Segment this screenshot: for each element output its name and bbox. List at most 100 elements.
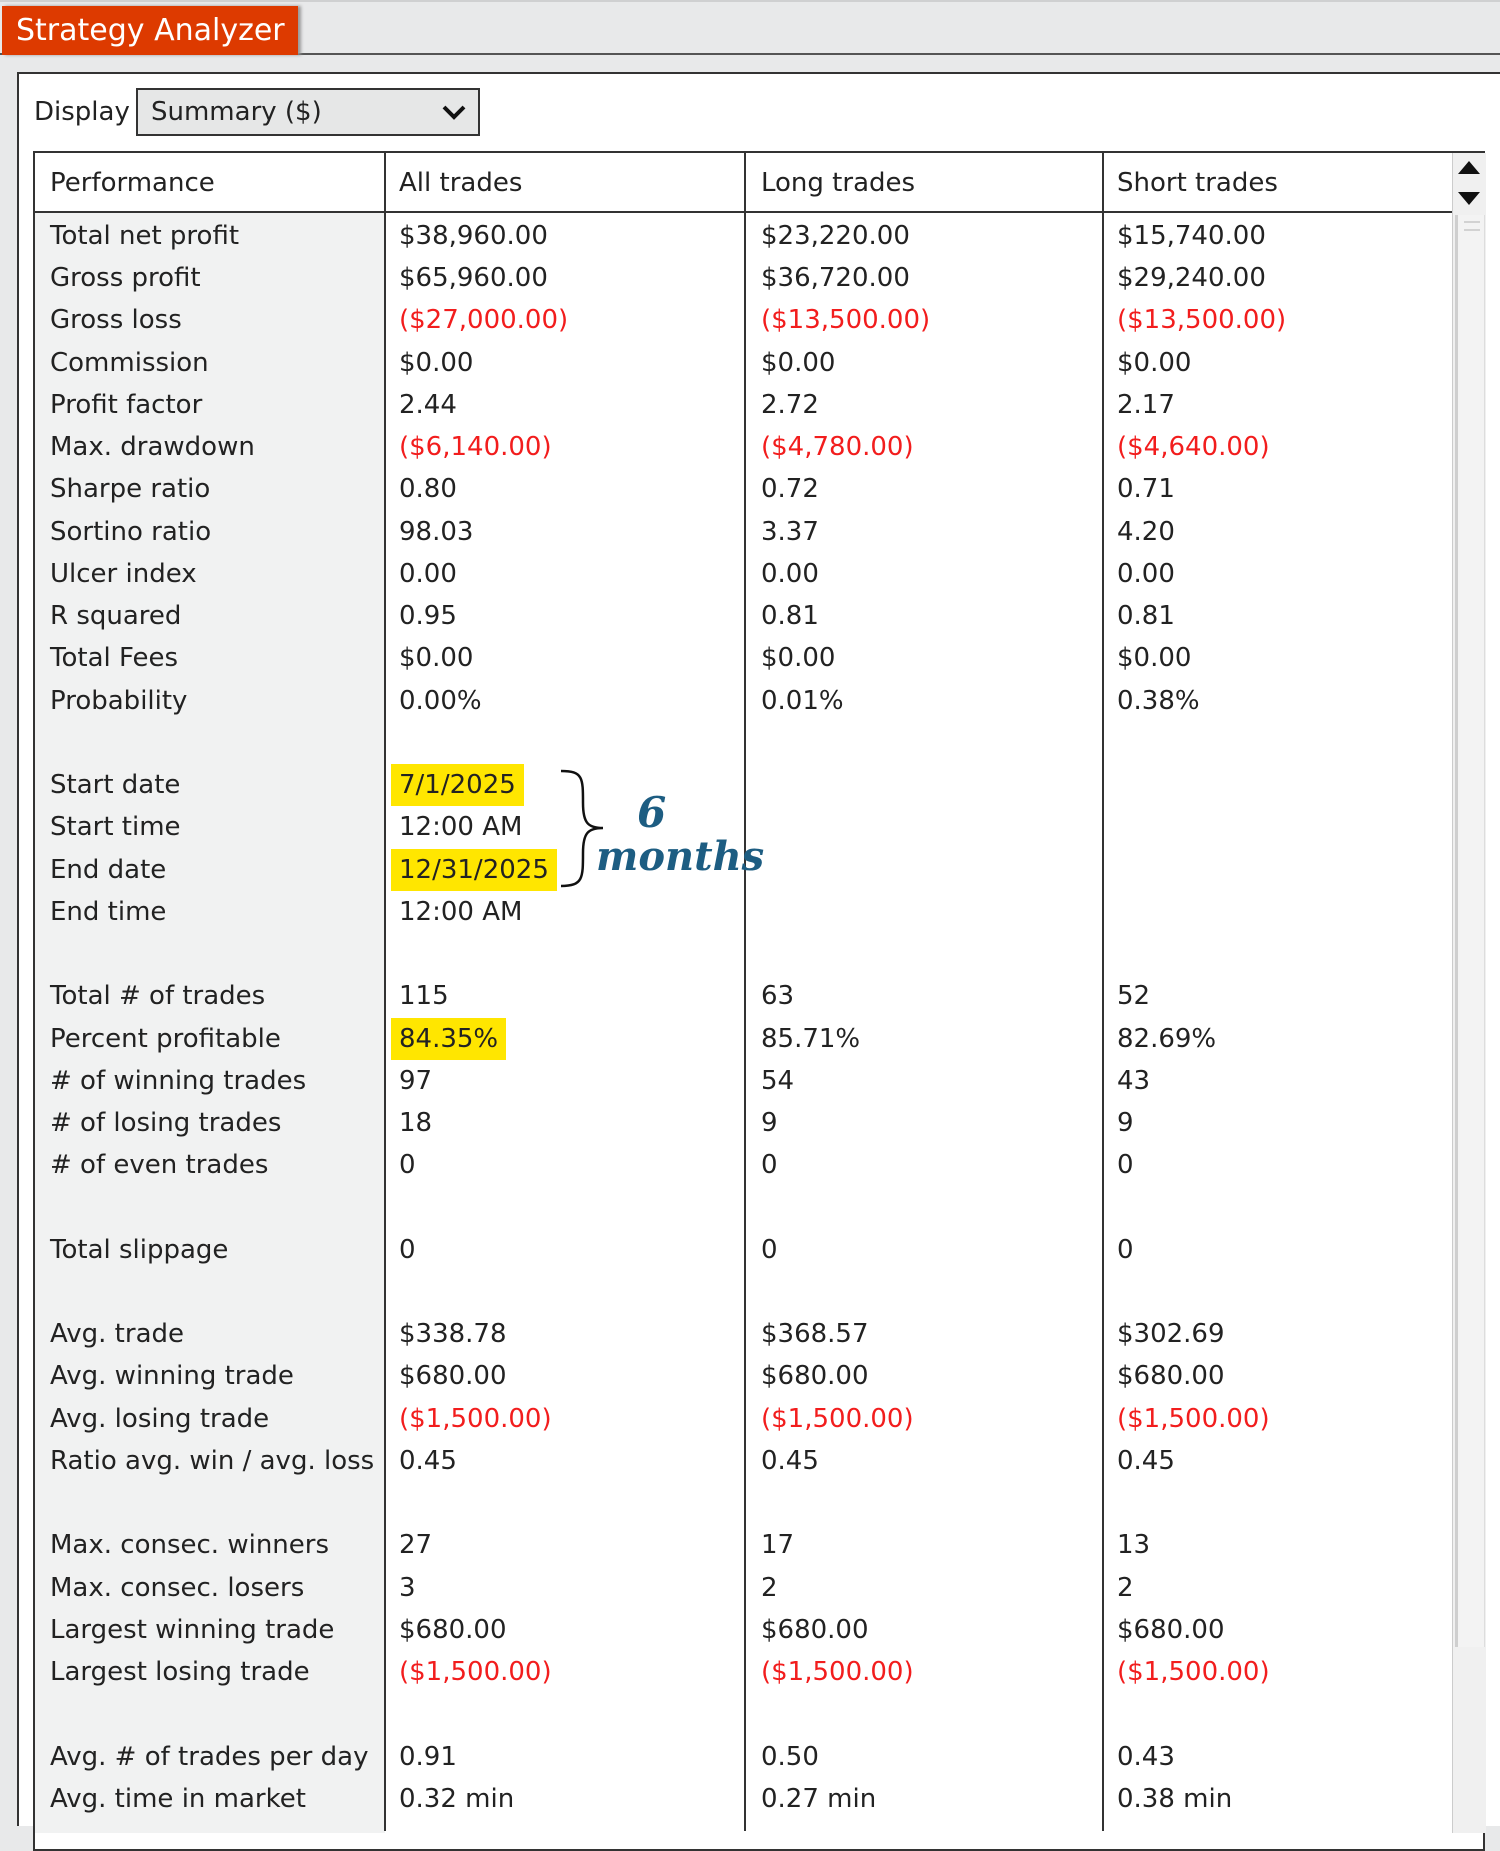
short-trades-value: ($4,640.00): [1117, 432, 1270, 463]
row-label: Commission: [50, 347, 209, 378]
column-header-short-trades[interactable]: Short trades: [1117, 168, 1278, 198]
column-divider: [744, 151, 746, 1831]
scroll-down-icon[interactable]: [1458, 192, 1480, 205]
row-label: Sortino ratio: [50, 516, 212, 547]
all-trades-value: $338.78: [399, 1319, 507, 1350]
short-trades-value: $680.00: [1117, 1614, 1225, 1645]
row-label: Avg. trade: [50, 1319, 184, 1350]
long-trades-value: $23,220.00: [761, 221, 910, 251]
header-divider: [35, 211, 1452, 213]
row-label: Max. consec. winners: [50, 1530, 330, 1561]
tab-strategy-analyzer[interactable]: Strategy Analyzer: [2, 6, 298, 55]
long-trades-value: 2.72: [761, 389, 819, 420]
long-trades-value: ($1,500.00): [761, 1657, 914, 1688]
short-trades-value: 43: [1117, 1065, 1151, 1096]
long-trades-value: $680.00: [761, 1614, 869, 1645]
short-trades-value: $0.00: [1117, 347, 1192, 378]
all-trades-value: 12/31/2025: [391, 848, 557, 891]
short-trades-value: 0.45: [1117, 1445, 1175, 1476]
long-trades-value: 0.81: [761, 601, 819, 632]
short-trades-value: $302.69: [1117, 1319, 1225, 1350]
short-trades-value: 0.38%: [1117, 685, 1200, 716]
long-trades-value: $0.00: [761, 643, 836, 674]
short-trades-value: ($1,500.00): [1117, 1657, 1270, 1688]
row-label: End time: [50, 896, 167, 927]
short-trades-value: 2: [1117, 1572, 1134, 1603]
all-trades-value: 0: [399, 1234, 416, 1265]
column-divider: [1102, 151, 1104, 1831]
display-label: Display: [34, 97, 130, 127]
long-trades-value: 0.72: [761, 474, 819, 505]
all-trades-value: 0.00: [399, 558, 457, 589]
scrollbar-thumb[interactable]: [1455, 215, 1485, 1647]
long-trades-value: 0.50: [761, 1741, 819, 1772]
chevron-down-icon: [442, 105, 466, 120]
row-label: # of even trades: [50, 1150, 269, 1181]
tab-bar: Strategy Analyzer: [0, 0, 1500, 55]
column-divider: [384, 151, 386, 1831]
short-trades-value: 13: [1117, 1530, 1151, 1561]
column-header-performance[interactable]: Performance: [50, 168, 215, 198]
short-trades-value: ($13,500.00): [1117, 305, 1287, 336]
row-label: Profit factor: [50, 389, 203, 420]
row-label: Probability: [50, 685, 188, 716]
all-trades-value: 12:00 AM: [399, 896, 523, 927]
long-trades-value: 0.00: [761, 558, 819, 589]
row-label: End date: [50, 854, 167, 885]
all-trades-value: 0.91: [399, 1741, 457, 1772]
all-trades-value: ($27,000.00): [399, 305, 569, 336]
short-trades-value: 0.71: [1117, 474, 1175, 505]
row-label: Gross profit: [50, 263, 201, 294]
all-trades-value: 0.32 min: [399, 1783, 515, 1814]
all-trades-value: 0: [399, 1150, 416, 1181]
long-trades-value: 0.45: [761, 1445, 819, 1476]
short-trades-value: 0.00: [1117, 558, 1175, 589]
column-header-all-trades[interactable]: All trades: [399, 168, 523, 198]
all-trades-value: 18: [399, 1108, 433, 1139]
scroll-up-icon[interactable]: [1458, 161, 1480, 174]
short-trades-value: 0.38 min: [1117, 1783, 1233, 1814]
display-select-value: Summary ($): [151, 97, 322, 127]
long-trades-value: 9: [761, 1108, 778, 1139]
column-header-long-trades[interactable]: Long trades: [761, 168, 916, 198]
row-label: # of losing trades: [50, 1108, 282, 1139]
all-trades-value: 0.00%: [399, 685, 482, 716]
long-trades-value: 63: [761, 981, 795, 1012]
short-trades-value: 0.81: [1117, 601, 1175, 632]
row-label: R squared: [50, 601, 182, 632]
row-label: Gross loss: [50, 305, 182, 336]
long-trades-value: $368.57: [761, 1319, 869, 1350]
all-trades-value: ($6,140.00): [399, 432, 552, 463]
row-label: Largest winning trade: [50, 1614, 335, 1645]
long-trades-value: 3.37: [761, 516, 819, 547]
short-trades-value: $0.00: [1117, 643, 1192, 674]
long-trades-value: 0.27 min: [761, 1783, 877, 1814]
row-label: Total Fees: [50, 643, 179, 674]
display-select[interactable]: Summary ($): [136, 88, 480, 136]
row-label: Ratio avg. win / avg. loss: [50, 1445, 375, 1476]
row-label: Total # of trades: [50, 981, 266, 1012]
short-trades-value: 52: [1117, 981, 1151, 1012]
row-label: Start time: [50, 812, 181, 843]
long-trades-value: 17: [761, 1530, 795, 1561]
long-trades-value: 0: [761, 1150, 778, 1181]
row-label: Total net profit: [50, 221, 240, 251]
all-trades-value: $680.00: [399, 1614, 507, 1645]
brace-icon: [560, 769, 604, 888]
all-trades-value: 0.45: [399, 1445, 457, 1476]
label-column-background: [35, 213, 385, 1833]
short-trades-value: 9: [1117, 1108, 1134, 1139]
short-trades-value: $29,240.00: [1117, 263, 1266, 294]
all-trades-value: 97: [399, 1065, 433, 1096]
row-label: Sharpe ratio: [50, 474, 211, 505]
all-trades-value: 98.03: [399, 516, 474, 547]
short-trades-value: ($1,500.00): [1117, 1403, 1270, 1434]
long-trades-value: $0.00: [761, 347, 836, 378]
long-trades-value: ($4,780.00): [761, 432, 914, 463]
all-trades-value: $65,960.00: [399, 263, 548, 294]
short-trades-value: 0: [1117, 1234, 1134, 1265]
all-trades-value: 115: [399, 981, 449, 1012]
all-trades-value: $0.00: [399, 643, 474, 674]
row-label: # of winning trades: [50, 1065, 307, 1096]
all-trades-value: 12:00 AM: [399, 812, 523, 843]
